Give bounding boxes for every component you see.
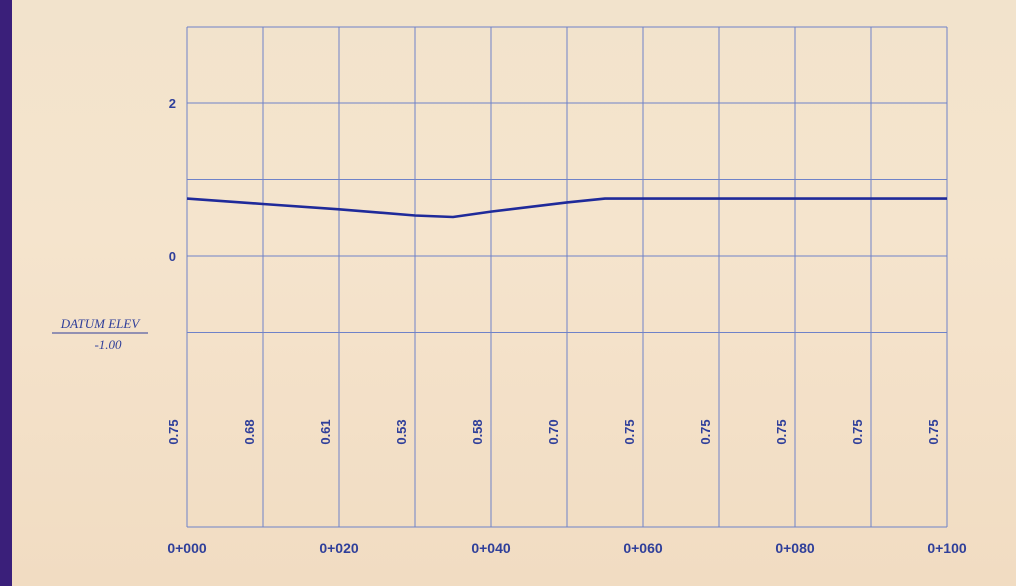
station-label: 0+080 (775, 540, 815, 556)
station-label: 0+020 (319, 540, 359, 556)
elevation-label: 0.75 (622, 419, 637, 444)
grid (186, 26, 948, 528)
y-tick-label: 0 (169, 249, 176, 264)
station-label: 0+100 (927, 540, 967, 556)
datum-value: -1.00 (94, 337, 122, 352)
profile-line (186, 197, 947, 219)
elevation-label: 0.70 (546, 419, 561, 444)
station-labels: 0+000 0+020 0+040 0+060 0+080 0+100 (167, 540, 967, 556)
elevation-label: 0.75 (166, 419, 181, 444)
elevation-labels: 0.75 0.68 0.61 0.53 0.58 0.70 0.75 0.75 0.75 0.75… (166, 419, 941, 444)
y-tick-label: 2 (169, 96, 176, 111)
elevation-label: 0.75 (774, 419, 789, 444)
station-label: 0+000 (167, 540, 207, 556)
elevation-label: 0.68 (242, 419, 257, 444)
sheet-edge-stripe (0, 0, 12, 586)
elevation-label: 0.75 (926, 419, 941, 444)
y-tick-labels: 20 (169, 96, 176, 264)
profile-series (186, 197, 947, 219)
elevation-label: 0.75 (850, 419, 865, 444)
elevation-label: 0.53 (394, 419, 409, 444)
datum-label: DATUM ELEV (60, 316, 142, 331)
elevation-label: 0.58 (470, 419, 485, 444)
station-label: 0+040 (471, 540, 511, 556)
station-label: 0+060 (623, 540, 663, 556)
elevation-label: 0.75 (698, 419, 713, 444)
datum-annotation: DATUM ELEV -1.00 (52, 316, 148, 352)
elevation-label: 0.61 (318, 419, 333, 444)
